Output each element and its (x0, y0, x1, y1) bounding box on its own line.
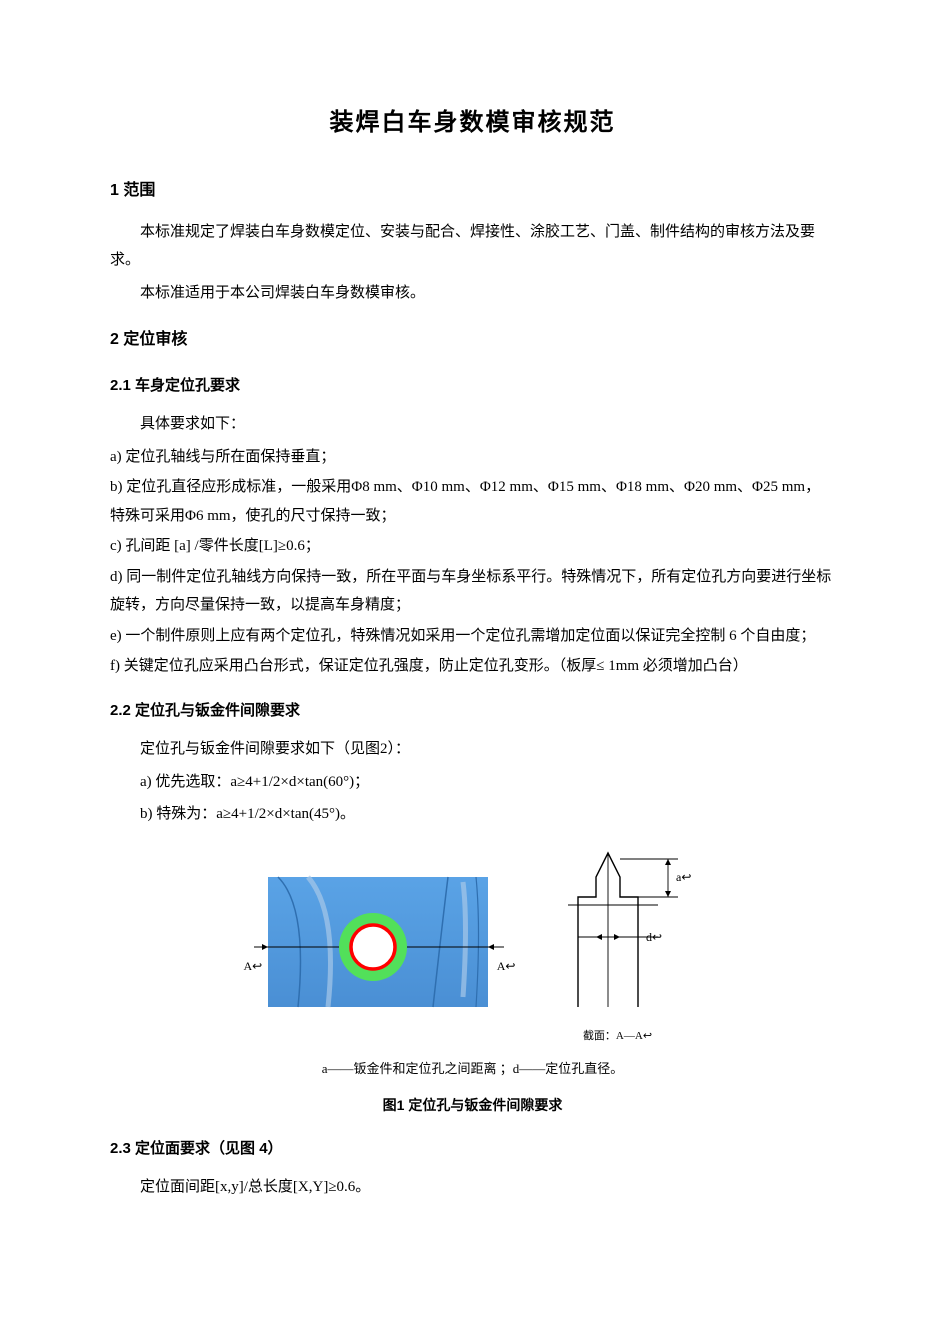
figure-1-right-panel: a↩ d↩ 截面：A—A↩ (538, 847, 698, 1047)
section-2-1-item-d: d) 同一制件定位孔轴线方向保持一致，所在平面与车身坐标系平行。特殊情况下，所有… (110, 563, 835, 620)
figure-1-container: A↩ A↩ a↩ d↩ 截面：A—A↩ (110, 847, 835, 1047)
section-2-2-lead: 定位孔与钣金件间隙要求如下（见图2）： (110, 735, 835, 764)
figure-1-section-label: 截面：A—A↩ (538, 1026, 698, 1047)
figure-1-label-a-left: A↩ (244, 955, 263, 978)
figure-1-left-svg (248, 867, 508, 1017)
figure-1-caption: 图1 定位孔与钣金件间隙要求 (110, 1092, 835, 1119)
figure-1-right-svg: a↩ d↩ (538, 847, 698, 1012)
figure-1-left-panel: A↩ A↩ (248, 867, 508, 1028)
section-2-2-heading: 2.2 定位孔与钣金件间隙要求 (110, 697, 835, 726)
section-2-2-item-a: a) 优先选取：a≥4+1/2×d×tan(60°)； (110, 768, 835, 797)
section-1-para-2: 本标准适用于本公司焊装白车身数模审核。 (110, 279, 835, 308)
figure-1-subcaption: a――钣金件和定位孔之间距离 ；d――定位孔直径。 (110, 1057, 835, 1082)
section-2-3-para: 定位面间距[x,y]/总长度[X,Y]≥0.6。 (110, 1173, 835, 1202)
document-title: 装焊白车身数模审核规范 (110, 100, 835, 146)
section-2-heading: 2 定位审核 (110, 325, 835, 355)
section-1-heading: 1 范围 (110, 176, 835, 206)
section-2-1-item-b: b) 定位孔直径应形成标准，一般采用Φ8 mm、Φ10 mm、Φ12 mm、Φ1… (110, 473, 835, 530)
section-2-1-item-e: e) 一个制件原则上应有两个定位孔，特殊情况如采用一个定位孔需增加定位面以保证完… (110, 622, 835, 651)
section-2-2-item-b: b) 特殊为：a≥4+1/2×d×tan(45°)。 (110, 800, 835, 829)
section-2-1-lead: 具体要求如下： (110, 410, 835, 439)
section-2-1-item-c: c) 孔间距 [a] /零件长度[L]≥0.6； (110, 532, 835, 561)
section-2-1-heading: 2.1 车身定位孔要求 (110, 372, 835, 401)
section-2-1-item-a: a) 定位孔轴线与所在面保持垂直； (110, 443, 835, 472)
figure-1-dim-a: a↩ (676, 870, 691, 884)
section-2-1-item-f: f) 关键定位孔应采用凸台形式，保证定位孔强度，防止定位孔变形。（板厚≤ 1mm… (110, 652, 835, 681)
figure-1-dim-d: d↩ (646, 930, 662, 944)
section-2-3-heading: 2.3 定位面要求（见图 4） (110, 1135, 835, 1164)
section-1-para-1: 本标准规定了焊装白车身数模定位、安装与配合、焊接性、涂胶工艺、门盖、制件结构的审… (110, 218, 835, 275)
figure-1-label-a-right: A↩ (497, 955, 516, 978)
